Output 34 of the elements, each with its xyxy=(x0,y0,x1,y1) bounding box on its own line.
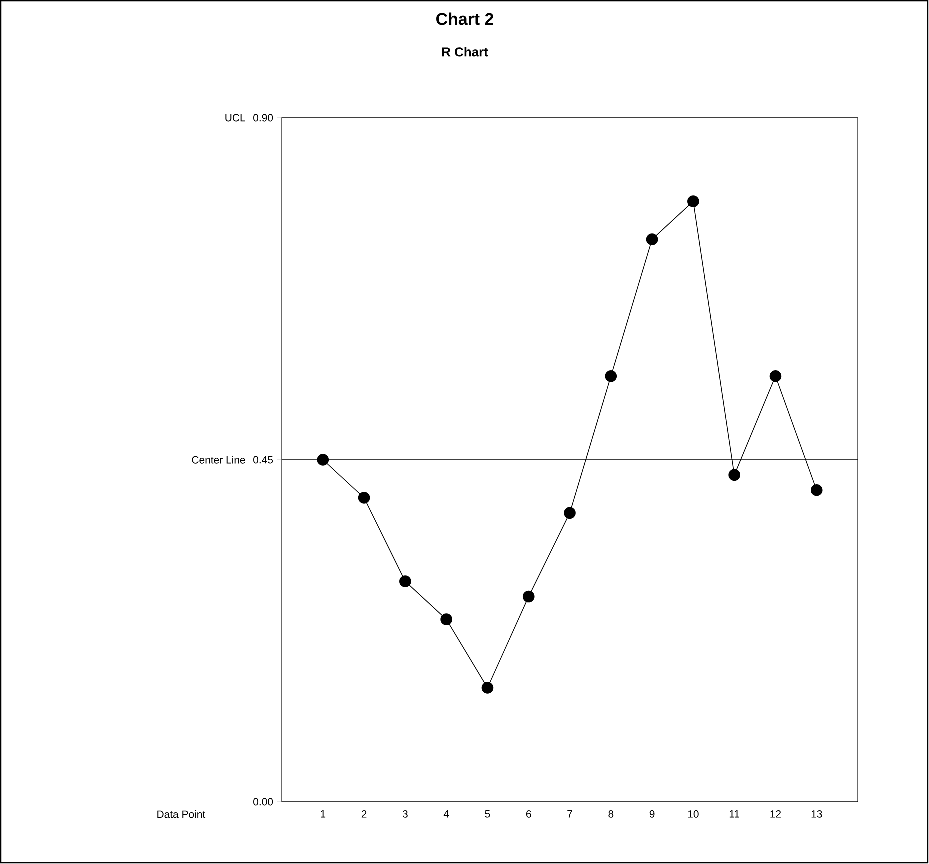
x-tick-label: 11 xyxy=(730,810,740,818)
x-tick-label: 3 xyxy=(402,810,408,818)
x-tick-label: 8 xyxy=(608,810,614,818)
point xyxy=(358,492,370,504)
point xyxy=(728,469,740,482)
point xyxy=(440,614,452,626)
x-tick-label: 1 xyxy=(321,810,326,818)
text: UCL xyxy=(226,114,246,122)
y-tick-label: 0.45 xyxy=(254,456,274,464)
point xyxy=(646,234,658,246)
point xyxy=(317,454,330,466)
x-tick-label: 10 xyxy=(688,810,699,818)
x-tick-label: 7 xyxy=(568,810,572,818)
x-tick-label: 2 xyxy=(362,810,367,818)
x-tick-label: 6 xyxy=(526,810,532,818)
ref-line-label: Center Line xyxy=(192,456,246,464)
point xyxy=(482,682,494,694)
chart-subtitle: R Chart xyxy=(442,47,488,57)
chart-title: Chart 2 xyxy=(436,12,494,26)
x-axis-title: Data Point xyxy=(158,810,206,818)
x-tick-label: 13 xyxy=(812,810,822,818)
point xyxy=(564,507,576,520)
y-tick-label: 0.90 xyxy=(254,114,274,122)
point xyxy=(522,590,535,603)
point xyxy=(605,370,618,382)
point xyxy=(770,370,782,382)
point xyxy=(400,576,412,588)
x-tick-label: 5 xyxy=(485,810,490,818)
x-tick-label: 9 xyxy=(650,810,655,818)
x-tick-label: 12 xyxy=(770,810,782,818)
point xyxy=(810,484,823,496)
x-tick-label: 4 xyxy=(444,810,450,818)
point xyxy=(688,196,700,208)
y-tick-label: 0.00 xyxy=(254,798,274,806)
